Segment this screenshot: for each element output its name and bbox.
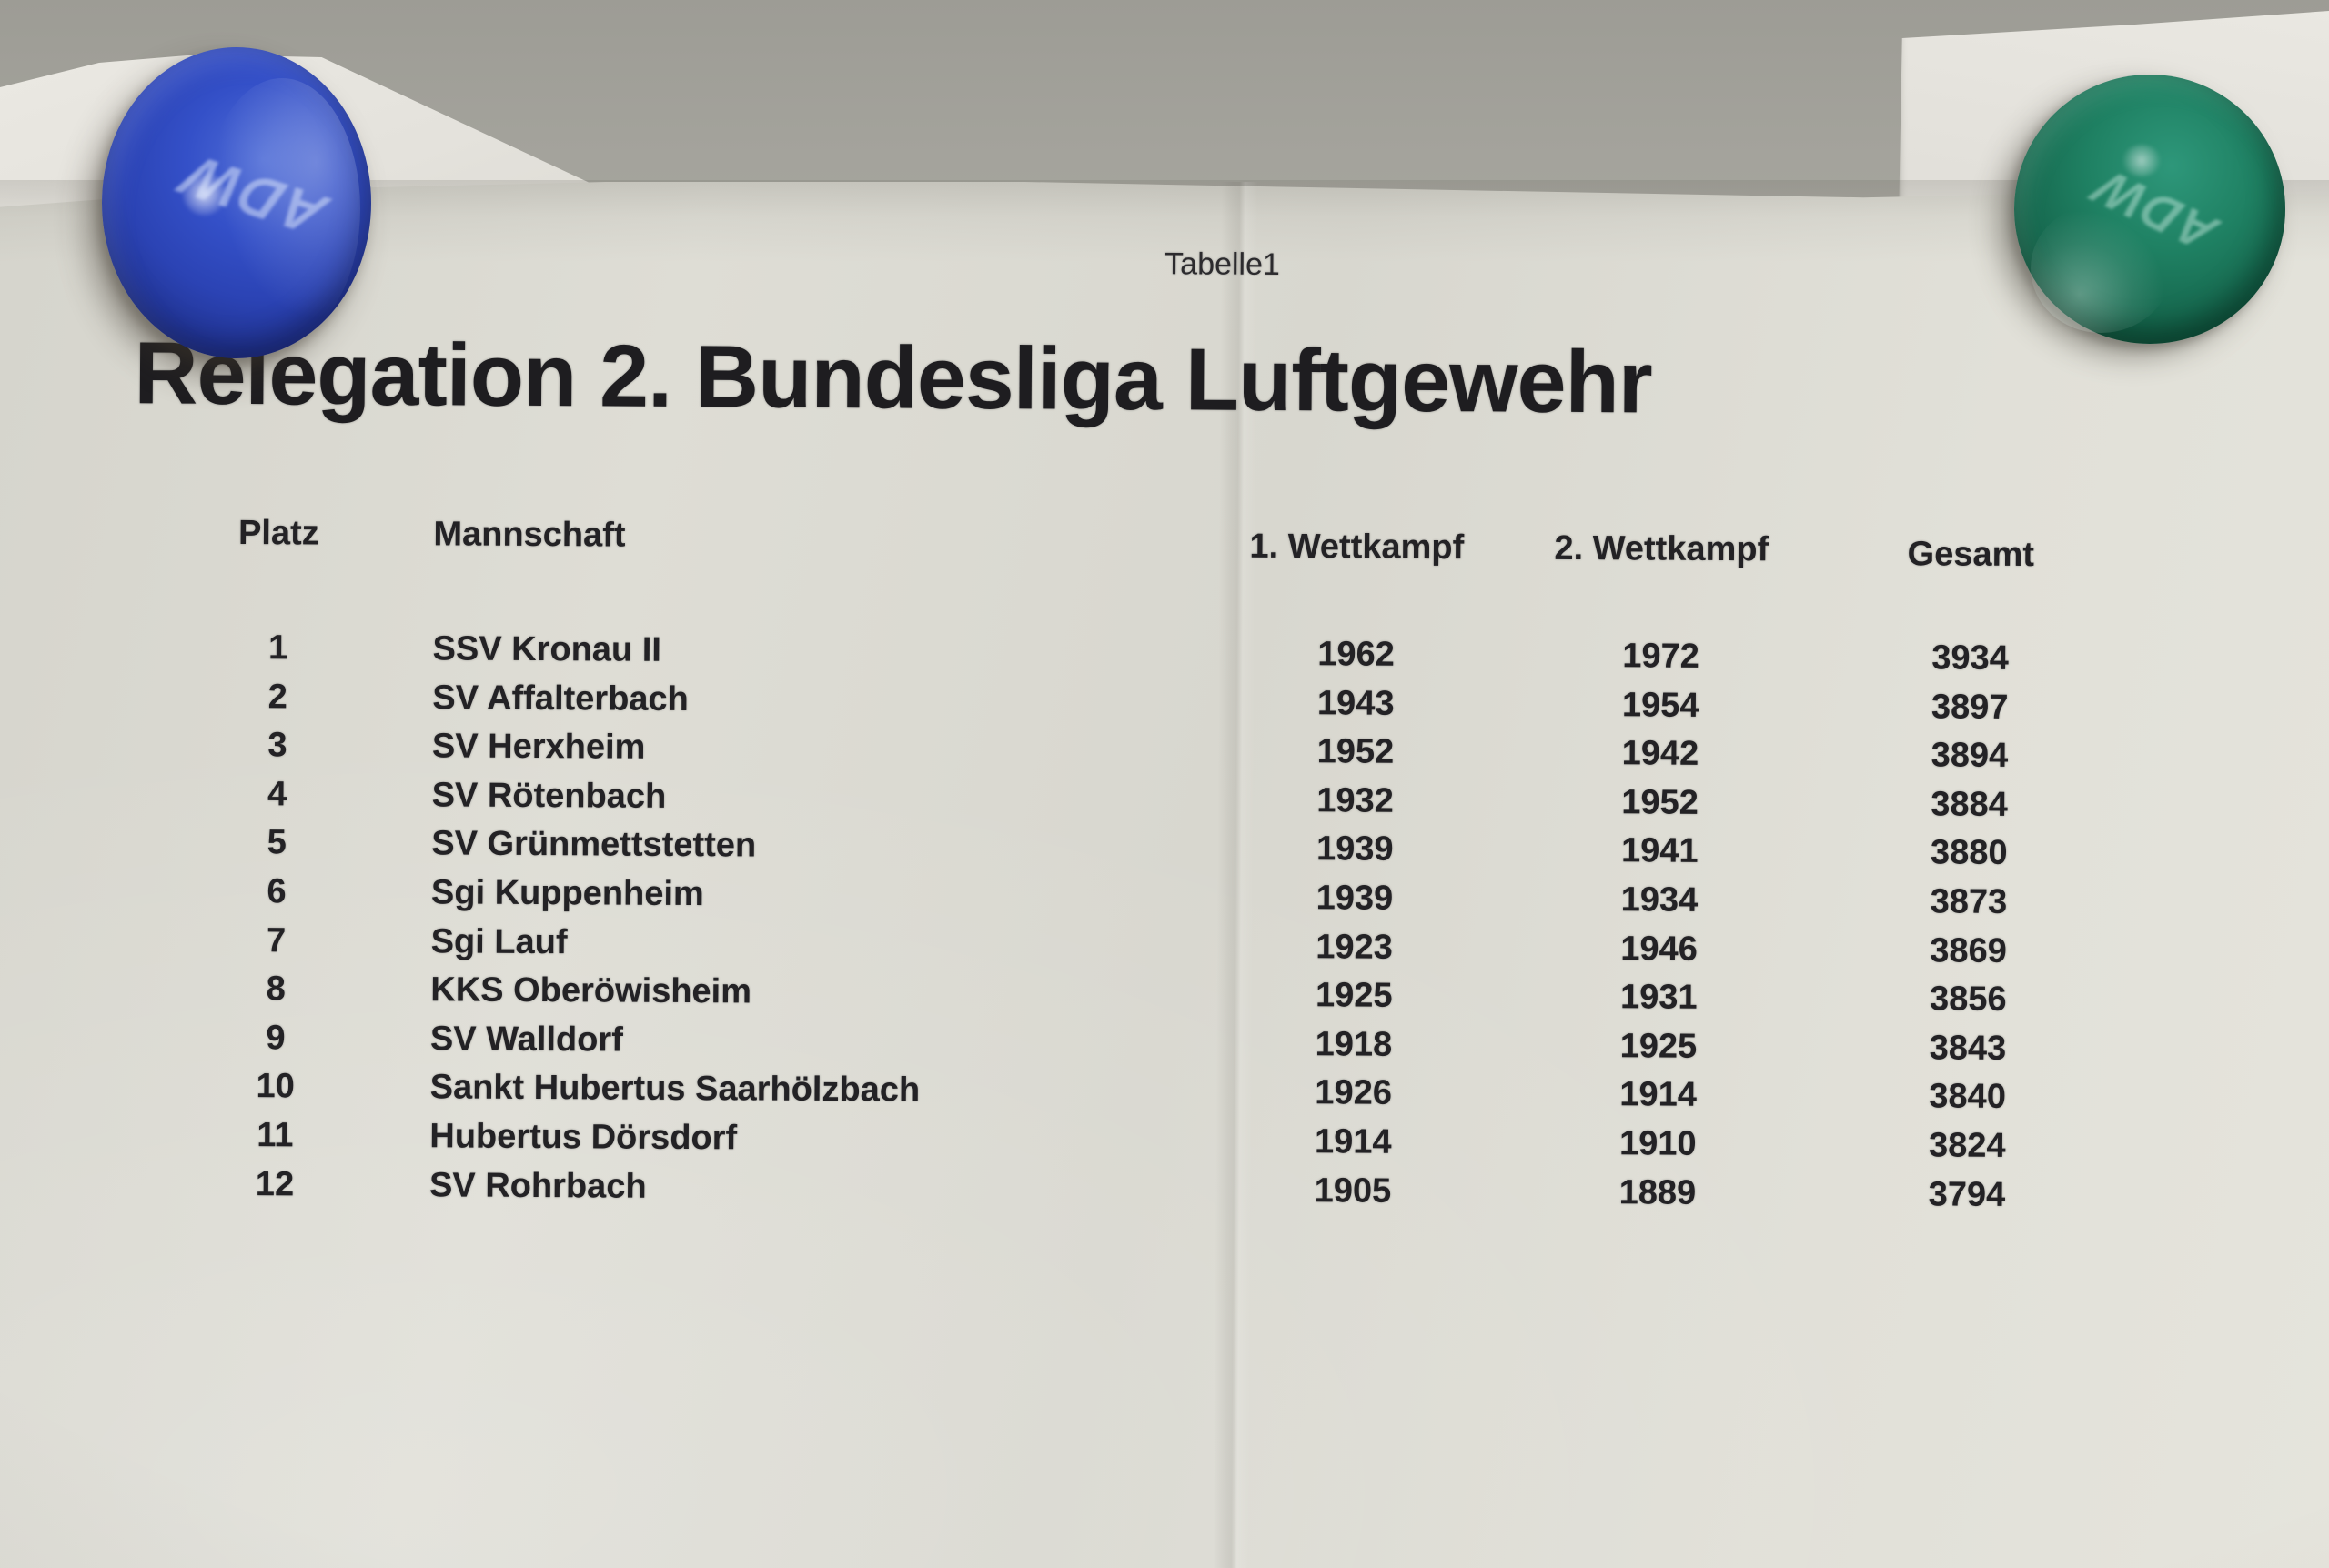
- cell-mannschaft: SV Grünmettstetten: [431, 824, 757, 865]
- magnet-brand-print: ADW: [2082, 158, 2228, 262]
- table-row: 12 SV Rohrbach 1905 1889 3794: [220, 1160, 2122, 1220]
- cell-platz: 5: [267, 823, 287, 862]
- cell-platz: 4: [267, 774, 287, 814]
- cell-mannschaft: SSV Kronau II: [432, 629, 662, 669]
- cell-wettkampf1: 1962: [1317, 635, 1395, 674]
- green-magnet: ADW: [2014, 75, 2285, 344]
- cell-platz: 10: [256, 1067, 295, 1106]
- table-rows: 1 SSV Kronau II 1962 1972 3934 2 SV Affalterba…: [220, 624, 2125, 1221]
- cell-platz: 6: [267, 872, 287, 911]
- cell-wettkampf2: 1910: [1618, 1124, 1697, 1163]
- cell-wettkampf1: 1952: [1316, 732, 1395, 771]
- cell-wettkampf2: 1954: [1621, 685, 1699, 725]
- cell-wettkampf2: 1889: [1618, 1172, 1697, 1212]
- cell-mannschaft: Sankt Hubertus Saarhölzbach: [429, 1068, 921, 1110]
- cell-wettkampf2: 1941: [1620, 831, 1699, 871]
- cell-wettkampf2: 1946: [1620, 929, 1699, 969]
- cell-gesamt: 3843: [1929, 1029, 2007, 1068]
- cell-wettkampf1: 1918: [1315, 1025, 1393, 1064]
- cell-wettkampf2: 1931: [1619, 978, 1698, 1017]
- cell-gesamt: 3894: [1931, 736, 2009, 776]
- cell-wettkampf2: 1942: [1621, 734, 1699, 774]
- header-platz: Platz: [237, 514, 319, 553]
- cell-gesamt: 3869: [1930, 930, 2008, 970]
- cell-wettkampf2: 1914: [1619, 1075, 1698, 1115]
- cell-gesamt: 3934: [1931, 638, 2009, 678]
- cell-wettkampf1: 1932: [1316, 781, 1395, 820]
- cell-mannschaft: KKS Oberöwisheim: [430, 970, 752, 1011]
- cell-wettkampf1: 1925: [1315, 976, 1393, 1015]
- cell-wettkampf1: 1914: [1314, 1122, 1392, 1161]
- magnet-brand-print: ADW: [170, 142, 338, 247]
- cell-gesamt: 3824: [1928, 1126, 2006, 1165]
- cell-mannschaft: Sgi Lauf: [430, 921, 568, 961]
- cell-wettkampf1: 1905: [1314, 1171, 1392, 1211]
- cell-mannschaft: Sgi Kuppenheim: [430, 873, 704, 914]
- cell-platz: 3: [267, 726, 287, 765]
- cell-gesamt: 3856: [1929, 980, 2007, 1020]
- cell-wettkampf1: 1943: [1316, 683, 1395, 723]
- cell-platz: 9: [266, 1018, 286, 1058]
- table-header-row: Platz Mannschaft 1. Wettkampf 2. Wettkam…: [224, 514, 2125, 576]
- cell-platz: 11: [257, 1116, 294, 1155]
- page-title: Relegation 2. Bundesliga Luftgewehr: [134, 323, 1652, 432]
- cell-wettkampf1: 1926: [1315, 1073, 1393, 1113]
- cell-mannschaft: SV Rötenbach: [431, 776, 667, 816]
- cell-mannschaft: SV Herxheim: [431, 727, 646, 767]
- header-wettkampf2: 2. Wettkampf: [1554, 528, 1769, 569]
- cell-wettkampf2: 1925: [1619, 1027, 1698, 1066]
- header-wettkampf1: 1. Wettkampf: [1249, 527, 1465, 568]
- cell-mannschaft: SV Rohrbach: [428, 1165, 647, 1206]
- cell-gesamt: 3897: [1931, 687, 2009, 727]
- cell-platz: 12: [255, 1164, 295, 1203]
- header-mannschaft: Mannschaft: [433, 515, 626, 555]
- cell-mannschaft: SV Walldorf: [429, 1020, 623, 1060]
- blue-magnet: ADW: [102, 47, 371, 358]
- cell-wettkampf2: 1934: [1620, 880, 1699, 920]
- paper-top-edge-shadow: [0, 180, 2329, 262]
- cell-gesamt: 3794: [1928, 1174, 2006, 1214]
- cell-platz: 7: [266, 920, 287, 960]
- cell-wettkampf2: 1972: [1622, 637, 1699, 676]
- cell-mannschaft: SV Affalterbach: [432, 678, 689, 719]
- cell-gesamt: 3880: [1930, 833, 2008, 873]
- cell-gesamt: 3884: [1931, 785, 2009, 824]
- results-table: Platz Mannschaft 1. Wettkampf 2. Wettkam…: [220, 514, 2126, 1221]
- cell-wettkampf1: 1923: [1316, 927, 1394, 967]
- cell-wettkampf1: 1939: [1316, 829, 1394, 869]
- cell-mannschaft: Hubertus Dörsdorf: [429, 1117, 738, 1158]
- cell-platz: 1: [267, 628, 288, 668]
- header-gesamt: Gesamt: [1907, 535, 2035, 575]
- cell-gesamt: 3840: [1929, 1077, 2007, 1117]
- cell-gesamt: 3873: [1930, 882, 2008, 921]
- cell-platz: 8: [266, 970, 287, 1009]
- sheet-tab-label: Tabelle1: [1164, 246, 1280, 282]
- cell-wettkampf2: 1952: [1621, 783, 1699, 822]
- cell-wettkampf1: 1939: [1316, 879, 1394, 918]
- cell-platz: 2: [267, 677, 287, 716]
